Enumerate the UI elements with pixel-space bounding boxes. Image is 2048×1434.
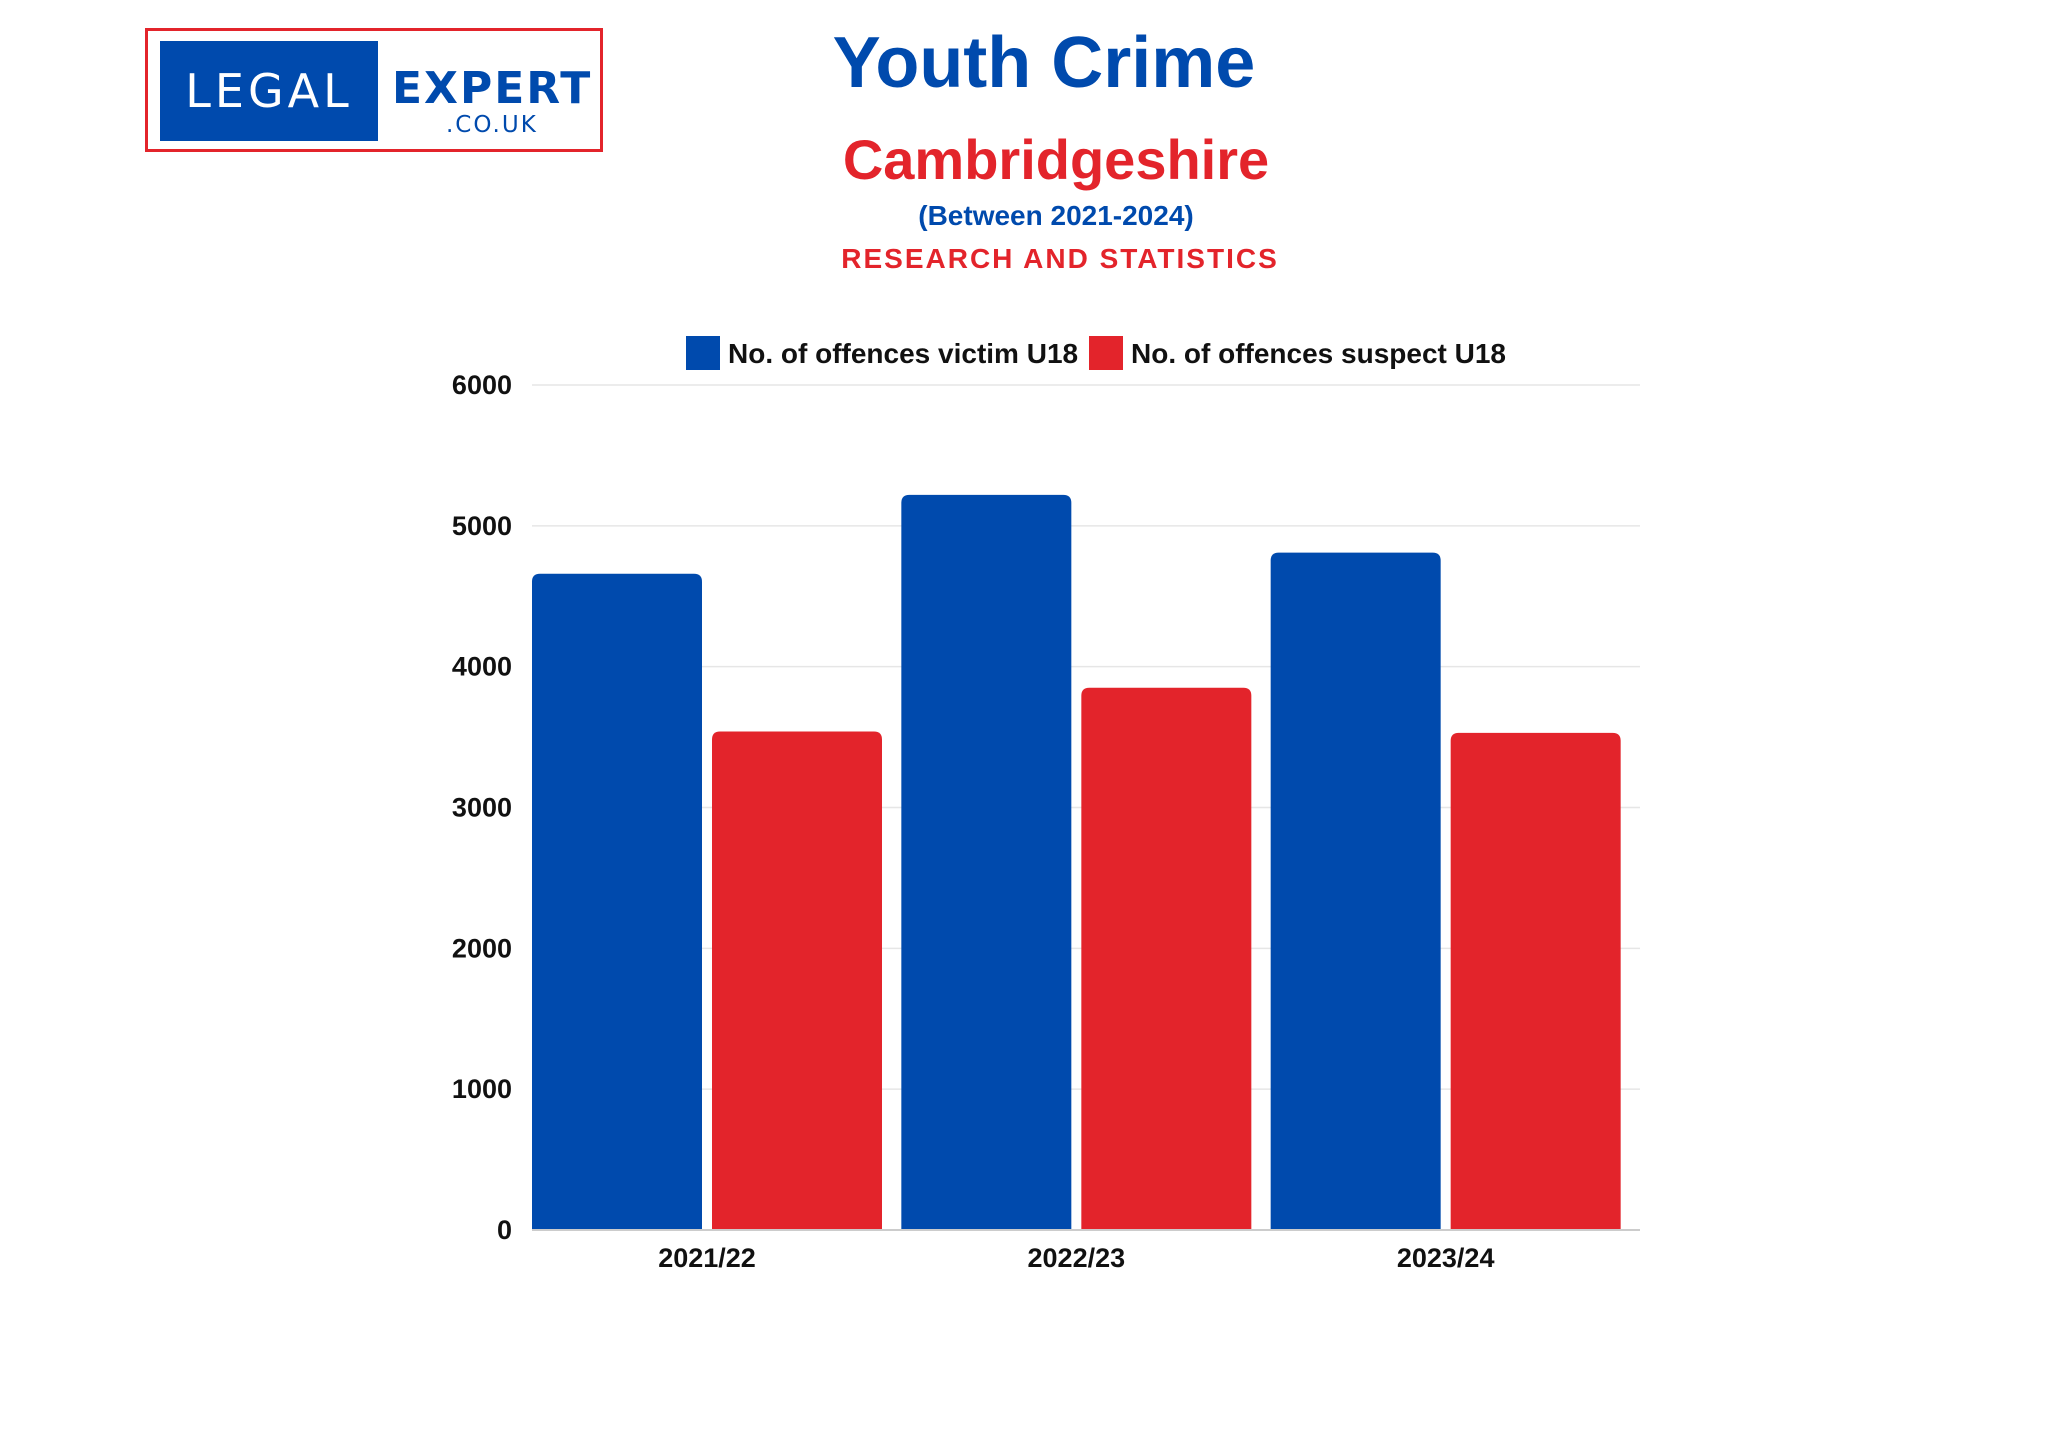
logo-blue-panel: LEGAL (160, 41, 378, 141)
legend-victim-label: No. of offences victim U18 (728, 338, 1078, 369)
chart-title: Youth Crime (832, 23, 1256, 103)
y-tick-label: 3000 (452, 793, 512, 823)
logo-domain-text: .CO.UK (446, 112, 538, 138)
logo-expert-text: EXPERT (392, 63, 593, 114)
logo: LEGAL EXPERT .CO.UK (145, 28, 603, 152)
chart-region: Cambridgeshire (842, 128, 1270, 191)
x-tick-label: 2023/24 (1397, 1243, 1495, 1273)
legend-victim-swatch (686, 336, 720, 370)
bar-victim (1270, 552, 1441, 1230)
y-tick-label: 5000 (452, 511, 512, 541)
bar-victim (532, 573, 702, 1230)
y-tick-label: 0 (497, 1215, 512, 1245)
y-tick-label: 6000 (452, 370, 512, 400)
legend-suspect-swatch (1089, 336, 1123, 370)
chart-period: (Between 2021-2024) (918, 200, 1194, 231)
x-tick-label: 2022/23 (1028, 1243, 1126, 1273)
bar-suspect (1081, 687, 1252, 1230)
legend-suspect-label: No. of offences suspect U18 (1131, 338, 1506, 369)
x-tick-label: 2021/22 (658, 1243, 756, 1273)
logo-legal-text: LEGAL (185, 64, 353, 118)
bar-suspect (712, 731, 882, 1230)
chart-subtitle: RESEARCH AND STATISTICS (841, 243, 1279, 274)
y-tick-label: 2000 (452, 933, 512, 963)
y-tick-label: 4000 (452, 652, 512, 682)
bar-victim (901, 494, 1072, 1231)
y-tick-label: 1000 (452, 1074, 512, 1104)
bar-suspect (1450, 732, 1621, 1230)
